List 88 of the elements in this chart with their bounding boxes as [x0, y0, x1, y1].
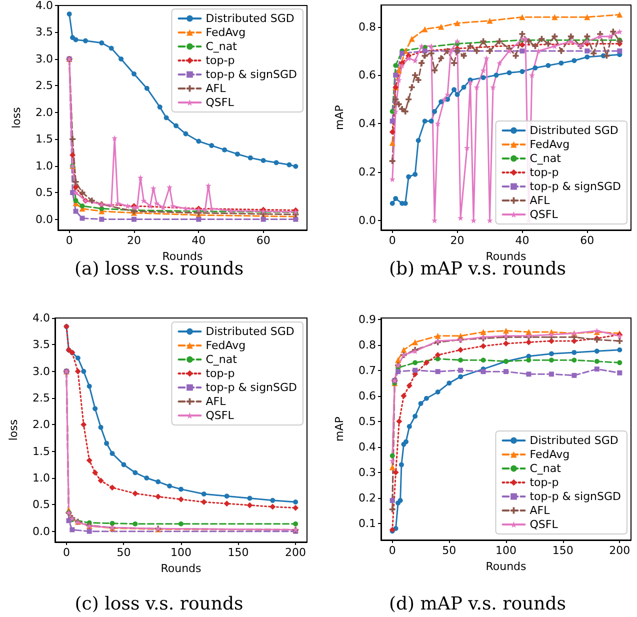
y-tick-label: 0.4 [358, 117, 376, 130]
y-axis-title: loss [7, 419, 20, 441]
legend-label: top-p [530, 166, 559, 179]
y-tick-label: 3.5 [36, 26, 53, 39]
legend-label: top-p [206, 54, 235, 67]
y-tick-label: 0.2 [358, 491, 376, 504]
y-tick-label: 3.0 [32, 364, 50, 378]
y-tick-label: 4.0 [32, 312, 50, 324]
y-tick-label: 0.1 [358, 516, 376, 530]
y-axis-title: mAP [333, 416, 346, 442]
legend-label: QSFL [206, 409, 235, 422]
y-tick-label: 0.0 [36, 212, 53, 226]
y-tick-label: 0.0 [32, 524, 50, 538]
x-tick-label: 0 [388, 234, 396, 247]
legend-label: Distributed SGD [530, 124, 618, 137]
legend-label: FedAvg [206, 339, 246, 352]
x-tick-label: 100 [496, 544, 516, 557]
y-tick-label: 0.5 [32, 498, 50, 512]
x-tick-label: 50 [442, 544, 456, 557]
legend-label: top-p [206, 367, 235, 380]
text: (c) loss v.s. rounds [74, 594, 244, 614]
x-tick-label: 0 [388, 544, 396, 557]
x-axis-title: Rounds [162, 250, 204, 263]
y-tick-label: 3.5 [32, 338, 50, 352]
legend-label: top-p & signSGD [206, 381, 297, 394]
x-tick-label: 40 [515, 234, 530, 247]
x-tick-label: 0 [66, 234, 73, 247]
legend-label: C_nat [206, 40, 238, 53]
x-tick-label: 20 [126, 234, 141, 247]
x-tick-label: 50 [116, 546, 131, 559]
legend-label: AFL [206, 82, 227, 95]
legend-label: FedAvg [530, 138, 570, 151]
legend-label: top-p & signSGD [206, 68, 297, 81]
y-tick-label: 0.4 [358, 440, 376, 454]
text: (d) mAP v.s. rounds [388, 594, 566, 614]
x-axis-title: Rounds [160, 562, 202, 575]
legend-label: top-p [530, 476, 559, 489]
x-tick-label: 0 [62, 546, 70, 559]
legend-label: C_nat [530, 152, 562, 165]
legend-label: FedAvg [206, 26, 246, 39]
x-tick-label: 200 [609, 544, 630, 557]
y-tick-label: 1.0 [36, 159, 53, 172]
x-axis-title: Rounds [486, 250, 527, 263]
y-axis-title: mAP [333, 104, 346, 130]
x-tick-label: 60 [256, 234, 270, 247]
legend-label: AFL [206, 395, 227, 408]
legend-label: AFL [530, 504, 551, 517]
y-tick-label: 2.5 [36, 79, 53, 92]
legend-label: QSFL [206, 96, 235, 109]
x-tick-label: 20 [450, 234, 464, 247]
legend-label: QSFL [530, 518, 559, 531]
legend-label: top-p & signSGD [530, 490, 621, 503]
legend-label: Distributed SGD [530, 434, 618, 447]
y-tick-label: 1.5 [32, 444, 50, 458]
x-tick-label: 40 [192, 234, 206, 247]
x-tick-label: 60 [580, 234, 594, 247]
y-axis-title: loss [10, 106, 23, 128]
x-tick-label: 150 [552, 544, 574, 557]
legend-label: Distributed SGD [206, 325, 294, 338]
y-tick-label: 1.5 [36, 132, 53, 146]
legend-label: Distributed SGD [206, 12, 294, 25]
y-tick-label: 2.0 [32, 418, 50, 432]
y-tick-label: 0.3 [358, 466, 376, 479]
legend-label: top-p & signSGD [530, 180, 621, 193]
y-tick-label: 3.0 [36, 52, 53, 66]
y-tick-label: 0.6 [358, 389, 376, 402]
y-tick-label: 0.5 [358, 414, 376, 428]
y-tick-label: 4.0 [36, 0, 53, 12]
legend-label: FedAvg [530, 448, 570, 461]
x-axis-title: Rounds [486, 560, 527, 573]
legend-label: AFL [530, 194, 551, 207]
legend-label: C_nat [206, 353, 238, 366]
y-tick-label: 0.6 [358, 68, 376, 82]
legend-label: C_nat [530, 462, 562, 475]
y-tick-label: 0.2 [358, 165, 376, 178]
y-tick-label: 2.0 [36, 106, 53, 119]
x-tick-label: 200 [285, 546, 306, 559]
y-tick-label: 0.8 [358, 20, 376, 34]
x-tick-label: 100 [170, 546, 192, 559]
y-tick-label: 0.5 [36, 186, 53, 200]
y-tick-label: 0.7 [358, 364, 376, 377]
legend-label: QSFL [530, 208, 559, 221]
y-tick-label: 2.5 [32, 392, 50, 404]
y-tick-label: 0.9 [358, 312, 376, 326]
y-tick-label: 0.8 [358, 338, 376, 352]
y-tick-label: 0.0 [358, 214, 376, 227]
x-tick-label: 150 [228, 546, 249, 559]
y-tick-label: 1.0 [32, 472, 50, 484]
